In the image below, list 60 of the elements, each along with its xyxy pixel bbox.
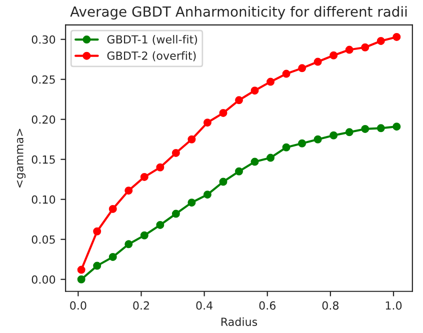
point [392, 122, 401, 131]
point [250, 158, 259, 166]
x-tick-label: 0.2 [133, 301, 149, 310]
point [235, 96, 243, 104]
point [282, 143, 290, 152]
point [392, 32, 401, 41]
x-tick-label: 0.4 [196, 301, 213, 310]
x-tick-label: 0.6 [259, 301, 276, 310]
y-tick-label: 0.30 [32, 35, 56, 44]
point [140, 172, 148, 181]
point [282, 70, 290, 78]
point [156, 163, 164, 172]
point [203, 118, 212, 127]
point [140, 231, 148, 240]
point [156, 220, 164, 229]
point [345, 46, 354, 54]
point [77, 266, 86, 274]
point [330, 131, 338, 140]
y-tick-label: 0.15 [32, 155, 55, 164]
chart-title: Average GBDT Anharmoniticity for different radii [70, 6, 407, 20]
y-tick-label: 0.00 [32, 275, 56, 284]
x-axis-title: Radius [221, 317, 258, 326]
point [361, 124, 370, 133]
y-axis-title: <gamma> [16, 128, 26, 188]
legend-label: GBDT-1 (well-fit) [107, 34, 198, 45]
y-tick-label: 0.25 [32, 75, 55, 84]
point [188, 198, 196, 207]
point [124, 240, 133, 248]
point [266, 154, 275, 162]
y-tick-label: 0.10 [32, 195, 56, 204]
point [345, 128, 354, 136]
point [188, 135, 196, 144]
point [298, 64, 306, 72]
point [108, 204, 117, 213]
point [330, 51, 338, 60]
point [266, 78, 275, 86]
legend-label: GBDT-2 (overfit) [107, 51, 196, 62]
point [376, 36, 385, 45]
point [376, 124, 385, 132]
point [314, 58, 322, 66]
point [124, 186, 133, 195]
point [93, 227, 102, 236]
y-tick-label: 0.20 [32, 115, 56, 124]
point [108, 252, 117, 261]
point [219, 108, 228, 117]
x-tick-label: 0.8 [322, 301, 339, 310]
point [298, 139, 306, 148]
point [361, 43, 370, 52]
point [77, 275, 86, 284]
point [235, 167, 243, 176]
point [172, 148, 180, 157]
point [250, 86, 259, 95]
point [172, 210, 180, 218]
point [314, 135, 322, 144]
point [93, 262, 102, 270]
point [203, 190, 212, 199]
x-tick-label: 1.0 [386, 301, 402, 310]
x-tick-label: 0.0 [70, 301, 86, 310]
y-tick-label: 0.05 [32, 235, 55, 244]
point [219, 178, 228, 186]
